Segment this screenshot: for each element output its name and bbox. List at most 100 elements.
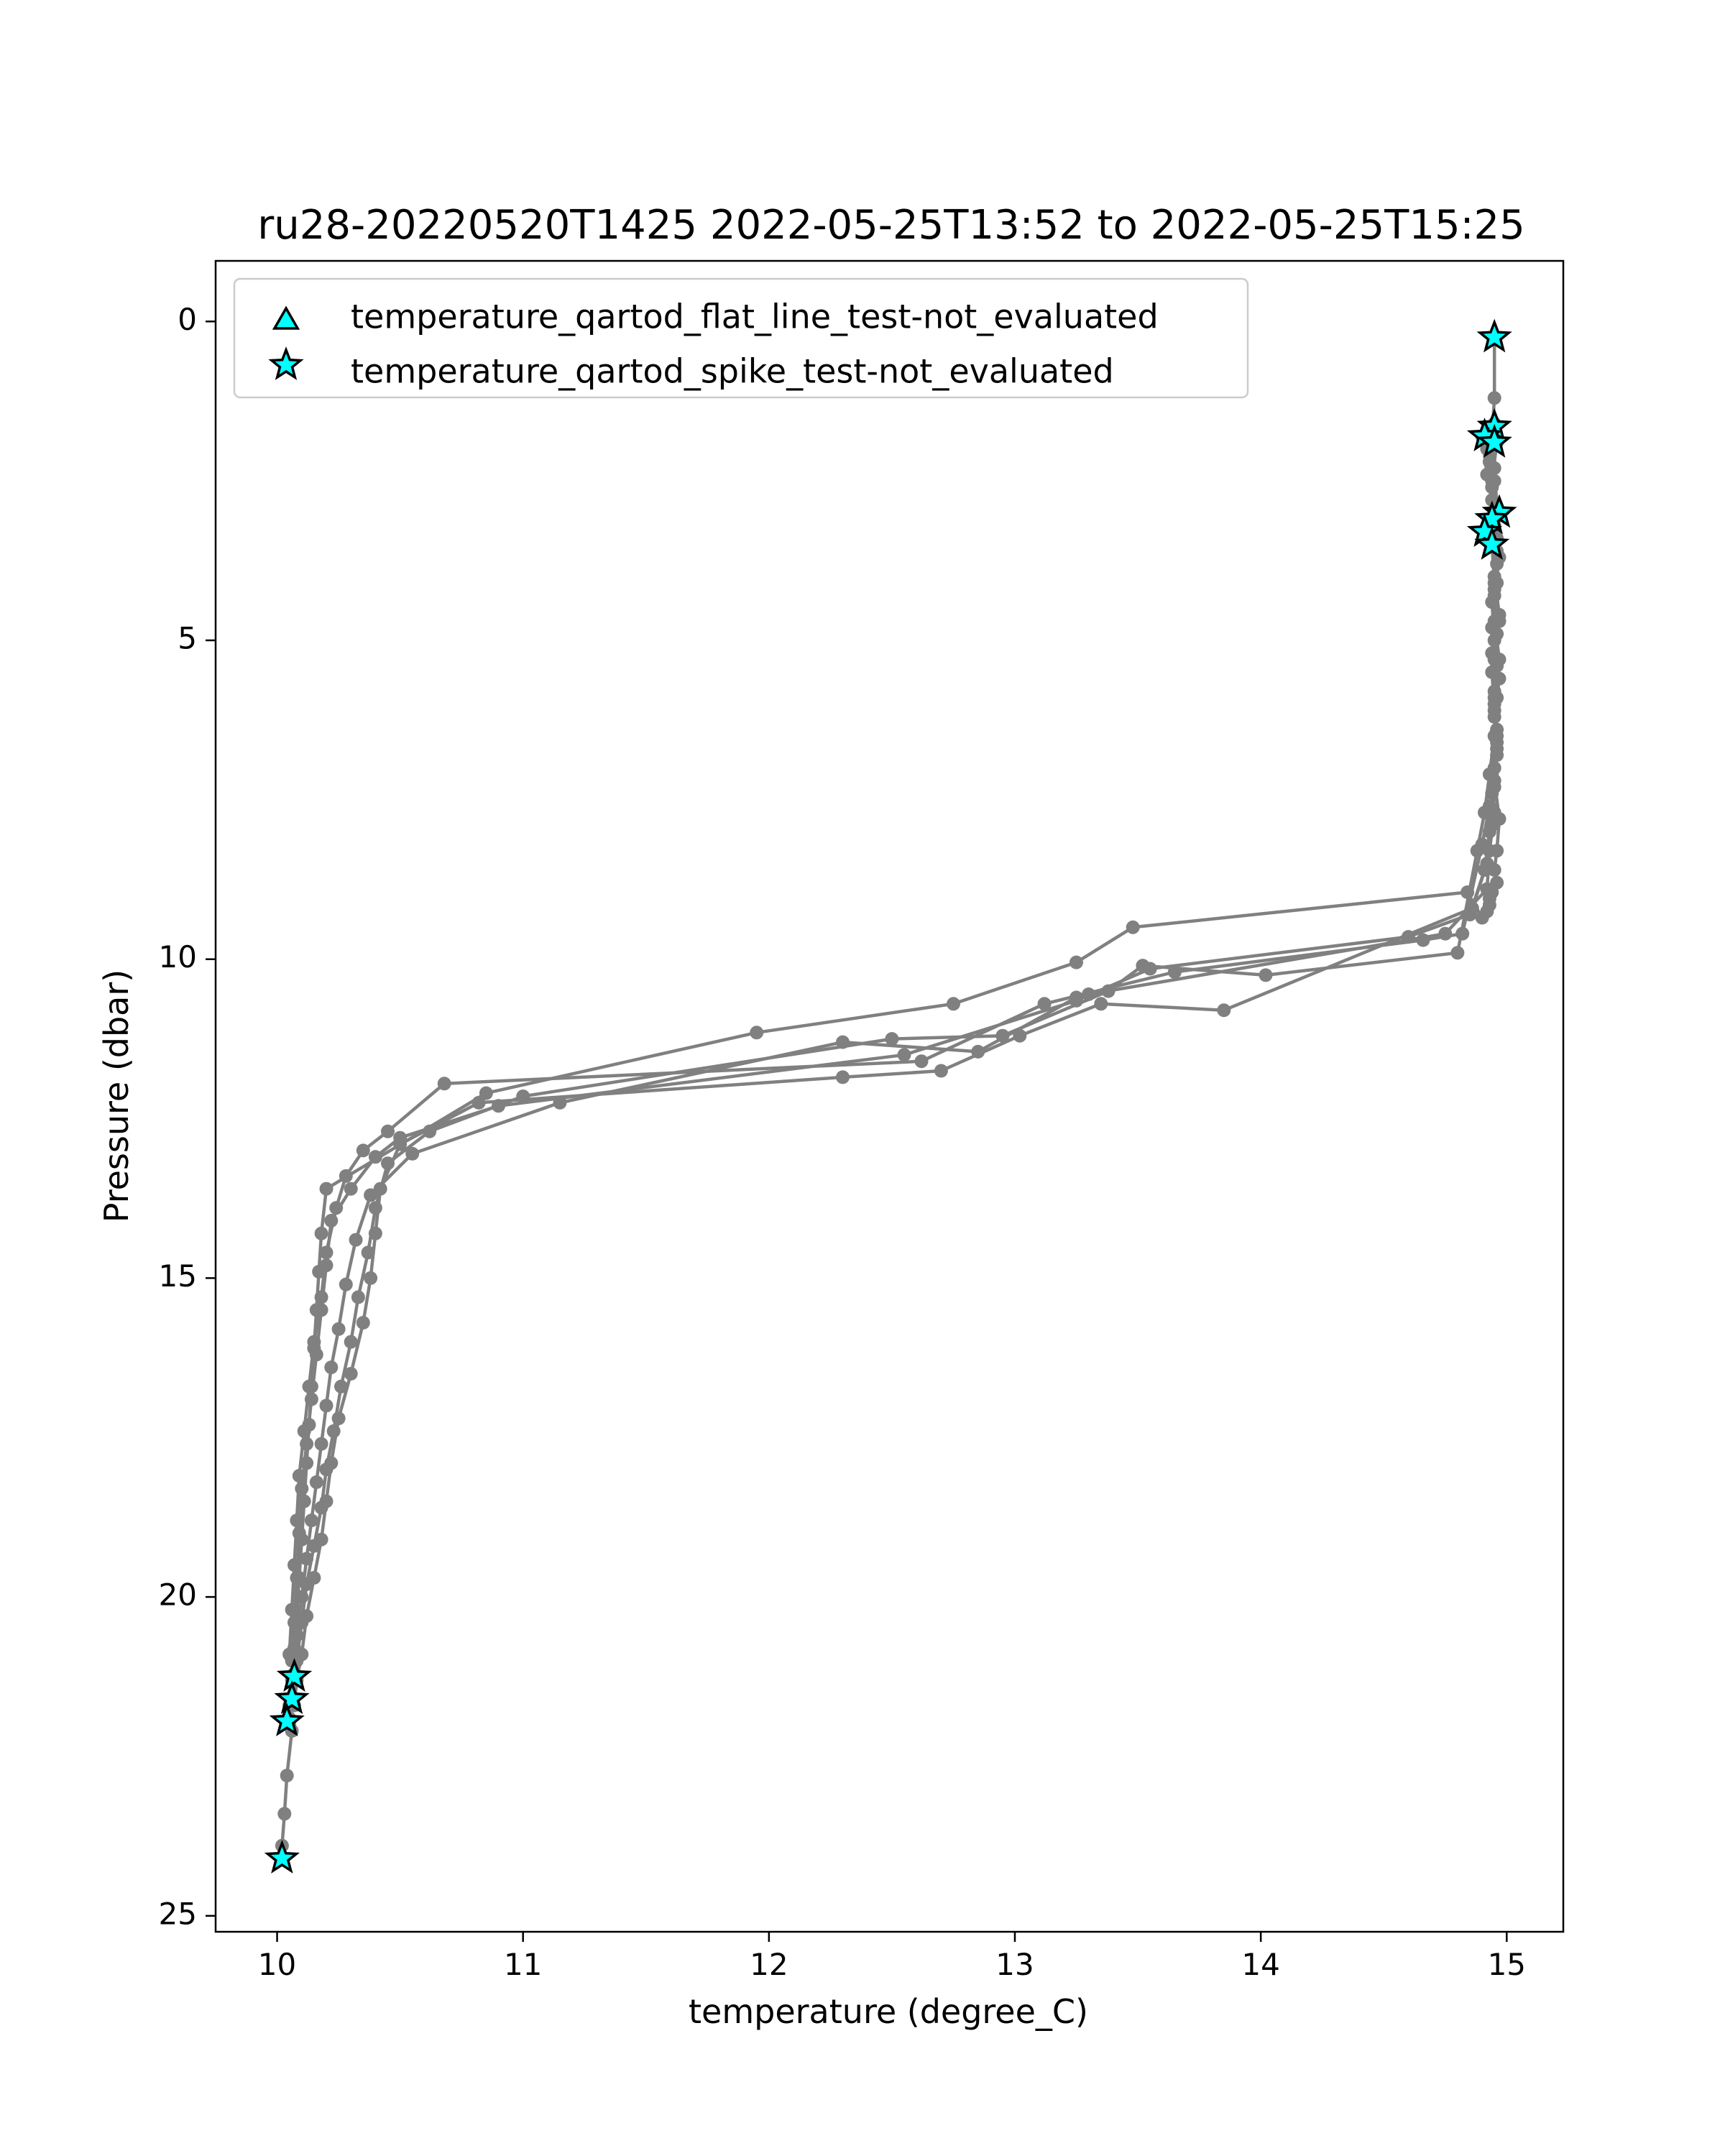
data-point: [364, 1271, 378, 1285]
data-point: [331, 1411, 346, 1426]
data-point: [297, 1424, 311, 1438]
data-point: [1478, 863, 1491, 877]
y-tick-label: 10: [159, 939, 197, 975]
data-point: [331, 1322, 346, 1336]
data-point: [405, 1146, 420, 1161]
data-point: [319, 1245, 334, 1260]
spike-flag-marker: [276, 1658, 313, 1692]
data-point: [1487, 761, 1501, 775]
data-point: [304, 1514, 318, 1528]
star-icon: [268, 346, 304, 380]
data-point: [897, 1048, 911, 1062]
x-tick-label: 13: [995, 1947, 1034, 1982]
spike-flag-marker: [1474, 500, 1510, 535]
legend-label-spike: temperature_qartod_spike_test-not_evalua…: [351, 352, 1114, 391]
spike-flag-marker: [269, 1703, 305, 1737]
spike-flag-marker: [274, 1680, 310, 1715]
data-point: [349, 1233, 363, 1247]
data-point: [1490, 722, 1504, 737]
data-point: [1475, 911, 1489, 925]
data-point: [309, 1475, 323, 1489]
data-point: [1217, 1003, 1231, 1018]
data-point: [437, 1077, 451, 1091]
data-point: [373, 1181, 387, 1196]
data-point: [368, 1226, 382, 1240]
x-tick-label: 15: [1488, 1947, 1526, 1982]
x-tick-label: 11: [504, 1947, 542, 1982]
data-point: [381, 1124, 395, 1138]
data-point: [314, 1226, 328, 1240]
data-point: [393, 1130, 408, 1145]
data-point: [1485, 595, 1499, 609]
data-point: [995, 1028, 1010, 1043]
data-point: [324, 1456, 339, 1470]
data-point: [329, 1201, 344, 1215]
data-point: [492, 1099, 505, 1113]
data-point: [1487, 684, 1501, 699]
data-point: [344, 1335, 358, 1349]
legend: temperature_qartod_flat_line_test-not_ev…: [233, 277, 1249, 399]
data-point: [1259, 968, 1273, 982]
data-point: [1475, 837, 1489, 852]
data-point: [319, 1399, 334, 1413]
data-point: [1037, 997, 1052, 1011]
y-axis: 0 5 10 15 20 25: [159, 302, 216, 1931]
data-point: [1492, 671, 1506, 686]
y-tick-label: 20: [159, 1577, 197, 1613]
data-point: [368, 1150, 382, 1164]
y-tick-label: 25: [159, 1896, 197, 1931]
y-tick-label: 0: [178, 302, 197, 337]
axes-frame: [214, 259, 1565, 1933]
data-point: [1492, 608, 1506, 622]
data-point: [292, 1469, 306, 1483]
data-point: [356, 1143, 370, 1158]
data-point: [288, 1558, 301, 1572]
legend-frame: [233, 277, 1249, 399]
data-point: [1450, 946, 1465, 960]
x-tick-label: 14: [1241, 1947, 1279, 1982]
data-point: [1013, 1028, 1027, 1043]
spike-flag-marker: [1474, 526, 1510, 560]
data-point: [314, 1532, 328, 1547]
data-point: [285, 1603, 299, 1617]
data-point: [1167, 965, 1182, 979]
data-point: [295, 1647, 309, 1662]
data-point: [339, 1169, 353, 1183]
data-point: [339, 1277, 353, 1291]
data-point: [277, 1807, 292, 1821]
data-point: [319, 1494, 334, 1508]
data-point: [1143, 962, 1157, 976]
data-point: [344, 1181, 358, 1196]
data-point: [934, 1064, 948, 1078]
y-tick-label: 15: [159, 1258, 197, 1294]
data-point: [1094, 997, 1108, 1011]
data-point: [364, 1188, 378, 1202]
data-point: [324, 1360, 339, 1375]
data-point: [280, 1769, 294, 1783]
data-point: [319, 1181, 334, 1196]
data-point: [1126, 920, 1140, 934]
chart-title: ru28-20220520T1425 2022-05-25T13:52 to 2…: [257, 202, 1524, 249]
data-point: [344, 1367, 358, 1381]
y-tick-label: 5: [178, 621, 197, 656]
data-point: [947, 997, 960, 1011]
legend-marker-triangle: [272, 305, 300, 330]
spike-flag-marker: [1476, 424, 1512, 458]
legend-marker-star: [268, 346, 304, 380]
data-point: [479, 1086, 493, 1100]
profile-cast-6: [282, 416, 1506, 1662]
data-point: [472, 1095, 486, 1110]
data-point: [1487, 569, 1501, 584]
data-point: [1416, 933, 1430, 947]
data-point: [1487, 391, 1501, 405]
data-point: [836, 1070, 850, 1084]
data-point: [1482, 799, 1496, 814]
data-point: [307, 1571, 321, 1585]
y-axis-label: Pressure (dbar): [97, 969, 136, 1222]
data-point: [282, 1647, 297, 1662]
spike-flag-marker: [264, 1840, 300, 1874]
legend-label-flat-line: temperature_qartod_flat_line_test-not_ev…: [351, 298, 1159, 336]
data-point: [914, 1054, 929, 1069]
data-point: [302, 1379, 316, 1393]
